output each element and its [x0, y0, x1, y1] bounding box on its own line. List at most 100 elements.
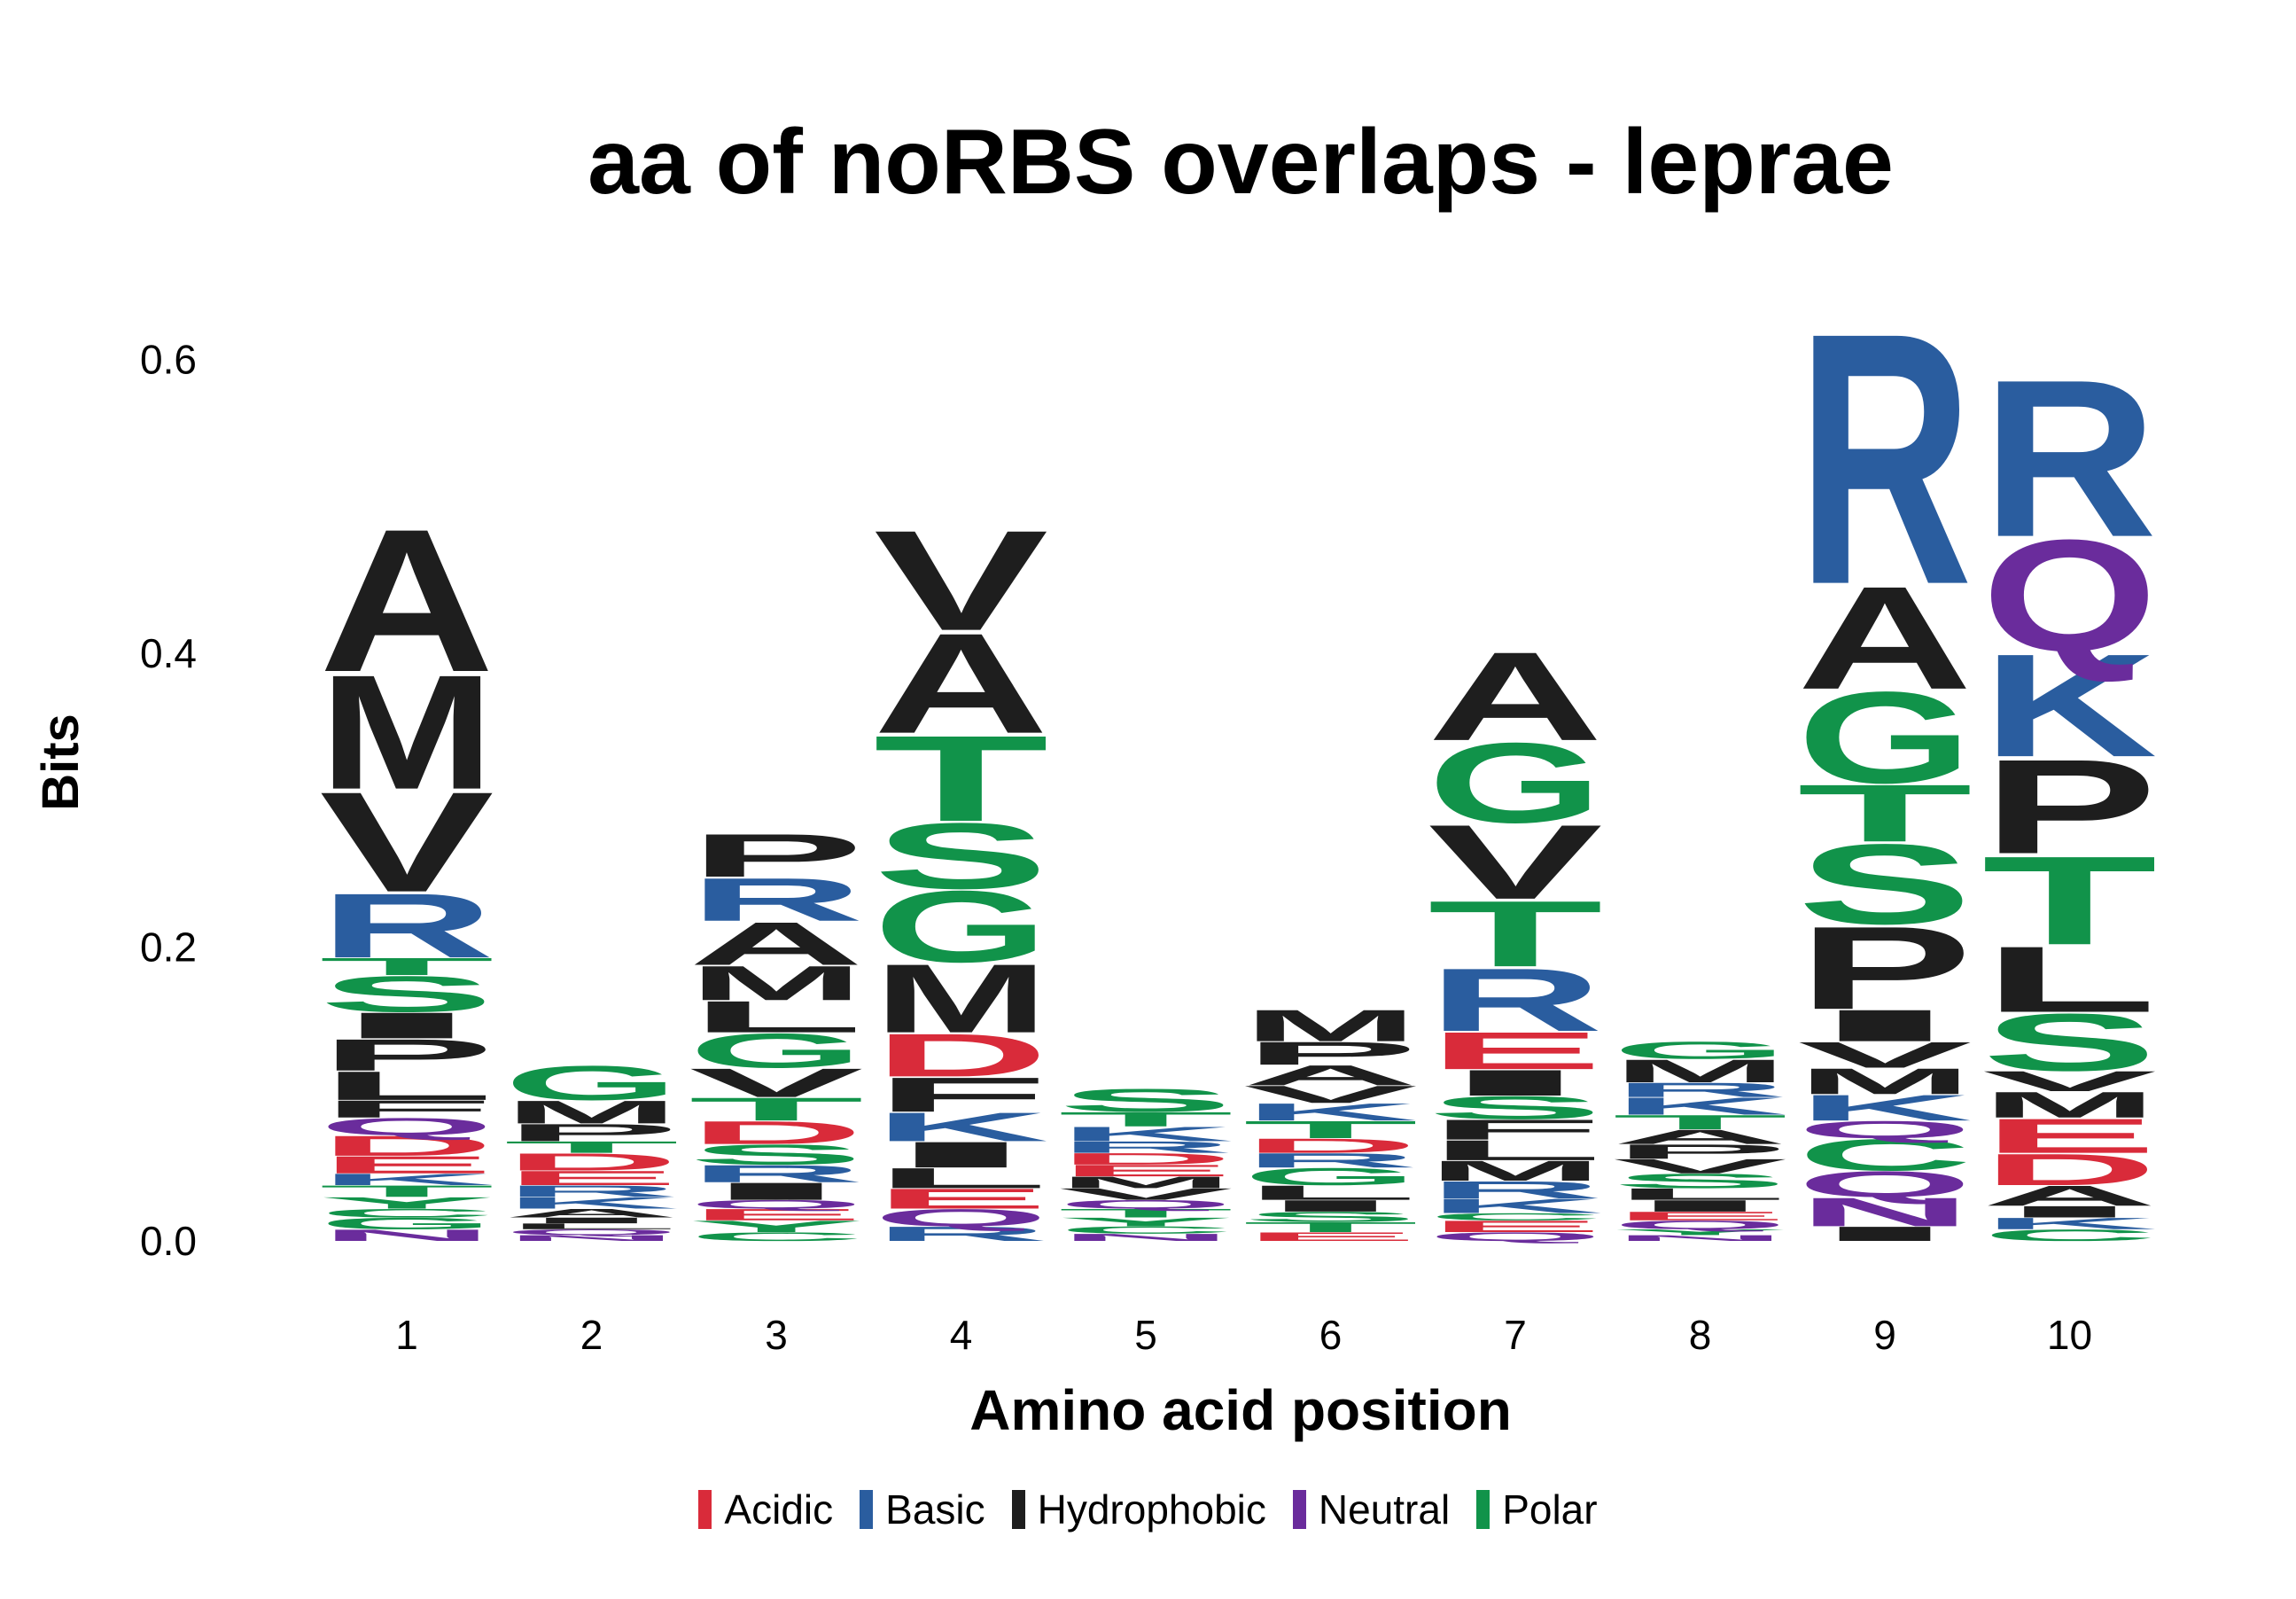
- logo-letter-N: N: [1797, 1190, 1973, 1236]
- logo-letter-E: E: [504, 1166, 680, 1190]
- chart-title: aa of noRBS overlaps - leprae: [588, 111, 1894, 214]
- logo-letter-R: R: [1797, 259, 1973, 659]
- legend-swatch: [1476, 1490, 1490, 1529]
- logo-letter-T: T: [1058, 1108, 1234, 1131]
- logo-letter-I: I: [319, 1005, 494, 1046]
- logo-letter-C: C: [689, 1230, 864, 1244]
- legend-swatch: [1292, 1490, 1306, 1529]
- logo-letter-S: S: [1428, 1089, 1603, 1126]
- logo-letter-T: T: [1243, 1116, 1419, 1143]
- logo-letter-T: T: [1058, 1206, 1234, 1220]
- logo-letter-A: A: [319, 487, 494, 714]
- logo-letter-V: V: [874, 502, 1048, 660]
- logo-letter-Y: Y: [1613, 1228, 1788, 1236]
- logo-letter-G: G: [504, 1056, 680, 1111]
- logo-letter-M: M: [689, 956, 864, 1010]
- y-tick-label: 0.4: [140, 630, 197, 676]
- x-tick-label: 6: [1319, 1312, 1343, 1358]
- logo-letter-P: P: [689, 822, 864, 890]
- logo-letter-L: L: [1613, 1185, 1788, 1204]
- logo-letter-M: M: [1058, 1174, 1234, 1192]
- logo-letter-T: T: [1982, 830, 2158, 971]
- logo-letter-T: T: [874, 710, 1049, 847]
- logo-letter-A: A: [1613, 1126, 1788, 1149]
- legend-label: Polar: [1502, 1486, 1598, 1533]
- logo-letter-L: L: [1982, 927, 2158, 1032]
- logo-letter-K: K: [319, 1170, 494, 1189]
- logo-letter-V: V: [1428, 803, 1602, 922]
- legend-item: Basic: [860, 1486, 985, 1533]
- logo-letter-K: K: [503, 1194, 679, 1213]
- logo-letter-P: P: [504, 1119, 680, 1146]
- logo-letter-V: V: [319, 763, 494, 922]
- x-tick-label: 4: [950, 1312, 973, 1358]
- logo-letter-P: P: [1982, 731, 2158, 881]
- logo-letter-N: N: [504, 1234, 680, 1243]
- logo-letter-E: E: [1058, 1161, 1234, 1180]
- logo-letter-F: F: [1428, 1114, 1603, 1146]
- logo-letter-K: K: [874, 1104, 1049, 1150]
- logo-letter-M: M: [874, 944, 1049, 1053]
- x-tick-label: 1: [395, 1312, 418, 1358]
- logo-letter-T: T: [319, 953, 494, 980]
- logo-letter-A: A: [503, 1206, 679, 1220]
- logo-letter-I: I: [1797, 1222, 1973, 1245]
- logo-letter-S: S: [689, 1139, 864, 1171]
- logo-letter-A: A: [874, 603, 1049, 763]
- logo-letter-G: G: [319, 1214, 494, 1233]
- logo-letter-I: I: [874, 1135, 1049, 1175]
- logo-letter-G: G: [689, 1024, 864, 1079]
- logo-letter-Y: Y: [1058, 1215, 1234, 1228]
- legend-swatch: [860, 1490, 874, 1529]
- y-tick-label: 0.6: [140, 337, 197, 383]
- logo-letter-K: K: [1428, 1195, 1603, 1218]
- logo-letter-M: M: [1613, 1053, 1788, 1089]
- logo-letter-A: A: [1797, 557, 1973, 721]
- logo-letter-K: K: [1243, 1098, 1419, 1126]
- logo-letter-M: M: [1243, 1001, 1419, 1051]
- logo-letter-R: R: [874, 1222, 1049, 1245]
- logo-letter-T: T: [1613, 1111, 1788, 1134]
- logo-letter-R: R: [689, 866, 864, 934]
- logo-letter-D: D: [1243, 1135, 1419, 1158]
- logo-letter-C: C: [1058, 1224, 1234, 1236]
- x-tick-label: 5: [1134, 1312, 1157, 1358]
- logo-letter-V: V: [1797, 1034, 1972, 1075]
- logo-letter-R: R: [689, 1160, 864, 1188]
- logo-letter-S: S: [1058, 1082, 1234, 1119]
- logo-letter-I: I: [1243, 1197, 1419, 1215]
- logo-letter-S: S: [874, 804, 1049, 909]
- logo-letter-E: E: [1243, 1230, 1419, 1244]
- logo-letter-T: T: [319, 1182, 494, 1201]
- legend-item: Neutral: [1292, 1486, 1450, 1533]
- legend-swatch: [698, 1490, 712, 1529]
- legend-item: Hydrophobic: [1011, 1486, 1266, 1533]
- logo-letter-R: R: [319, 874, 494, 977]
- legend-item: Polar: [1476, 1486, 1598, 1533]
- logo-letter-A: A: [1982, 1180, 2158, 1212]
- logo-letter-R: R: [1613, 1079, 1788, 1102]
- logo-letter-D: D: [1058, 1150, 1234, 1168]
- logo-letter-M: M: [1797, 1061, 1973, 1102]
- logo-letter-Q: Q: [504, 1228, 680, 1236]
- logo-letter-P: P: [1613, 1140, 1788, 1163]
- logo-letter-T: T: [1243, 1219, 1419, 1235]
- logo-letter-L: L: [1428, 1135, 1603, 1166]
- logo-letter-D: D: [689, 1114, 864, 1150]
- logo-letter-G: G: [874, 870, 1049, 984]
- logo-letter-I: I: [504, 1216, 680, 1225]
- logo-letter-S: S: [319, 966, 494, 1023]
- x-tick-label: 2: [580, 1312, 603, 1358]
- logo-letter-M: M: [1428, 1155, 1603, 1187]
- x-tick-label: 7: [1504, 1312, 1527, 1358]
- logo-letter-G: G: [1428, 719, 1603, 846]
- logo-letter-Q: Q: [689, 1197, 864, 1211]
- logo-letter-F: F: [874, 1068, 1049, 1123]
- logo-letter-P: P: [319, 1030, 494, 1080]
- legend-label: Acidic: [724, 1486, 834, 1533]
- logo-letter-E: E: [1428, 1217, 1603, 1236]
- logo-letter-F: F: [319, 1096, 494, 1123]
- logo-letter-V: V: [1058, 1185, 1233, 1204]
